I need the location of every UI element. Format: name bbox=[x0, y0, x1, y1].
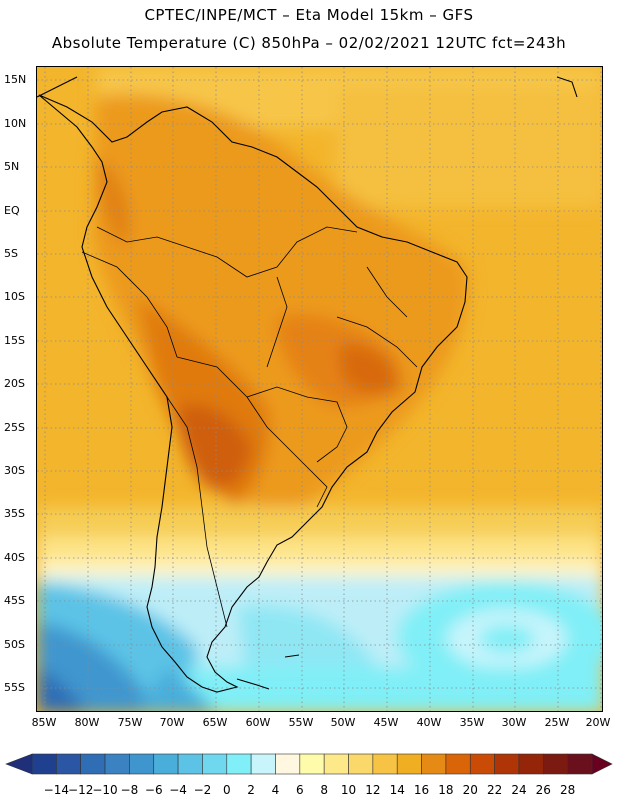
colorbar-label: 2 bbox=[247, 783, 255, 797]
colorbar-label: −6 bbox=[144, 783, 163, 797]
lon-label: 80W bbox=[74, 716, 100, 729]
colorbar-cell bbox=[250, 753, 276, 775]
colorbar-cell bbox=[177, 753, 203, 775]
colorbar-cell bbox=[323, 753, 349, 775]
lat-label: 35S bbox=[4, 507, 25, 520]
lat-label: EQ bbox=[4, 204, 20, 217]
colorbar-label: 28 bbox=[560, 783, 576, 797]
lat-label: 50S bbox=[4, 638, 25, 651]
colorbar-cell bbox=[31, 753, 57, 775]
lon-label: 45W bbox=[373, 716, 399, 729]
colorbar-cell bbox=[299, 753, 325, 775]
colorbar-label: 24 bbox=[511, 783, 527, 797]
colorbar-label: −2 bbox=[193, 783, 212, 797]
lon-label: 60W bbox=[245, 716, 271, 729]
coastline bbox=[37, 76, 578, 693]
colorbar-label: −4 bbox=[169, 783, 187, 797]
lon-label: 75W bbox=[117, 716, 143, 729]
colorbar-label: 4 bbox=[271, 783, 280, 797]
lat-label: 5S bbox=[4, 247, 18, 260]
lon-label: 20W bbox=[585, 716, 611, 729]
lon-label: 30W bbox=[501, 716, 527, 729]
colorbar-label: 26 bbox=[535, 783, 551, 797]
lat-label: 45S bbox=[4, 594, 25, 607]
colorbar-cell bbox=[226, 753, 252, 775]
lon-label: 25W bbox=[544, 716, 570, 729]
colorbar-cell bbox=[153, 753, 179, 775]
colorbar-label: −14 bbox=[43, 783, 70, 797]
colorbar-label: −10 bbox=[92, 783, 118, 797]
colorbar bbox=[5, 753, 613, 775]
colorbar-label: 18 bbox=[438, 783, 454, 797]
lon-label: 50W bbox=[330, 716, 356, 729]
colorbar-under-arrow bbox=[5, 753, 33, 775]
colorbar-label: 16 bbox=[413, 783, 430, 797]
colorbar-label: 12 bbox=[365, 783, 381, 797]
lon-label: 40W bbox=[416, 716, 442, 729]
title-line-1: CPTEC/INPE/MCT – Eta Model 15km – GFS bbox=[144, 6, 474, 24]
colorbar-label: 10 bbox=[340, 783, 357, 797]
colorbar-cell bbox=[348, 753, 374, 775]
colorbar-over-arrow bbox=[591, 753, 613, 775]
colorbar-cell bbox=[396, 753, 422, 775]
colorbar-cell bbox=[469, 753, 495, 775]
colorbar-cell bbox=[372, 753, 398, 775]
colorbar-label: −12 bbox=[68, 783, 94, 797]
lat-label: 20S bbox=[4, 377, 25, 390]
borders bbox=[81, 226, 418, 628]
colorbar-cell bbox=[494, 753, 520, 775]
lat-label: 15N bbox=[4, 73, 27, 86]
colorbar-label: −8 bbox=[120, 783, 139, 797]
lat-label: 40S bbox=[4, 551, 25, 564]
colorbar-label: 22 bbox=[486, 783, 503, 797]
title-line-2: Absolute Temperature (C) 850hPa – 02/02/… bbox=[51, 34, 567, 52]
colorbar-label: 20 bbox=[462, 783, 478, 797]
colorbar-label: 6 bbox=[295, 783, 304, 797]
colorbar-cell bbox=[56, 753, 81, 775]
lat-label: 15S bbox=[4, 334, 25, 347]
colorbar-cell bbox=[129, 753, 155, 775]
lat-label: 30S bbox=[4, 464, 25, 477]
lat-label: 10N bbox=[4, 117, 27, 130]
colorbar-label: 14 bbox=[389, 783, 405, 797]
colorbar-cell bbox=[275, 753, 301, 775]
lat-label: 55S bbox=[4, 681, 25, 694]
colorbar-cell bbox=[202, 753, 228, 775]
lon-label: 55W bbox=[288, 716, 314, 729]
lat-label: 5N bbox=[4, 160, 20, 173]
lon-label: 85W bbox=[31, 716, 57, 729]
colorbar-cell bbox=[543, 753, 568, 775]
lat-label: 10S bbox=[4, 290, 25, 303]
colorbar-cell bbox=[104, 753, 130, 775]
lon-label: 35W bbox=[459, 716, 485, 729]
colorbar-label: 8 bbox=[320, 783, 328, 797]
graticule bbox=[37, 67, 602, 711]
lat-label: 25S bbox=[4, 421, 25, 434]
lon-label: 65W bbox=[202, 716, 228, 729]
colorbar-cell bbox=[445, 753, 471, 775]
temperature-map bbox=[36, 66, 603, 712]
colorbar-cell bbox=[567, 753, 593, 775]
colorbar-cell bbox=[518, 753, 544, 775]
colorbar-cell bbox=[421, 753, 447, 775]
colorbar-cell bbox=[80, 753, 106, 775]
lon-label: 70W bbox=[159, 716, 185, 729]
colorbar-label: 0 bbox=[222, 783, 231, 797]
